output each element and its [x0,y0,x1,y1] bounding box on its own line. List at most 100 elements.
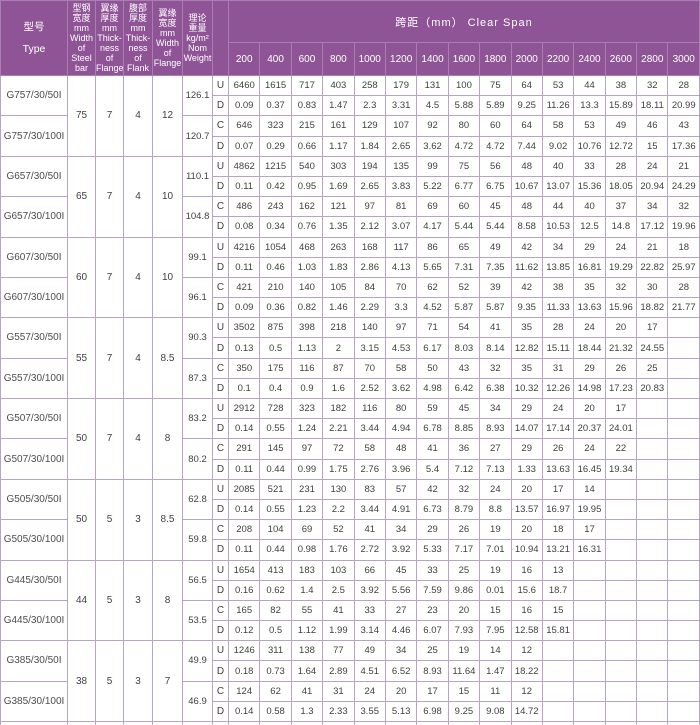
value-cell [667,519,700,541]
value-cell: 1.4 [290,579,324,601]
data-row: D 0.18 0.73 1.64 2.89 4.51 6.52 8.93 11.64 1.47 18… [1,660,700,682]
header-letter-spacer [212,0,229,76]
dim-cell-3: 8.5 [152,317,183,399]
weight-cell: 49.9 [182,640,213,682]
value-cell: 6.77 [447,175,481,198]
data-row: G607/30/50I 60 7 4 10 99.1 U 4216 1054 468 263 168 1… [0,236,700,319]
value-cell [604,680,638,702]
value-cell: 0.98 [290,539,324,561]
dim-cell-1: 5 [95,559,124,642]
value-cell: 4.91 [384,498,418,521]
value-cell [636,539,669,561]
value-cell: 7.59 [416,579,449,601]
value-cell: 69 [290,519,324,541]
value-cell: 107 [384,115,418,137]
value-cell: 80 [384,397,418,420]
value-cell: 3.44 [353,418,386,440]
value-cell: 243 [259,196,292,218]
value-cell: 24.29 [667,175,700,198]
value-cell: 24.55 [636,337,669,359]
row-letter: U [212,640,229,662]
value-cell: 4.98 [416,377,449,400]
value-cell: 24 [541,397,575,420]
value-cell [573,620,606,642]
value-cell: 4.13 [384,256,418,278]
value-cell: 231 [290,478,324,500]
value-cell: 19.29 [604,256,638,278]
value-cell: 10.53 [541,216,575,238]
value-cell: 9.02 [541,135,575,157]
value-cell: 1.84 [353,135,386,157]
value-cell: 10.32 [510,377,543,400]
value-cell: 32 [447,478,481,500]
dim-cell-1: 5 [95,478,124,561]
weight-cell: 56.5 [182,559,213,601]
dim-cell-1: 7 [95,317,124,399]
value-cell: 12.5 [573,216,606,238]
value-cell: 7.35 [479,256,512,278]
dim-cell-3: 12 [152,75,183,157]
row-letter: C [212,276,229,299]
value-cell: 30 [636,276,669,299]
value-cell: 2912 [227,397,261,420]
value-cell: 0.01 [479,579,512,601]
value-cell: 3.83 [384,175,418,198]
dim-cell-1: 7 [95,75,124,157]
value-cell: 14 [573,478,606,500]
value-cell [416,720,449,725]
value-cell: 194 [353,155,386,177]
row-letter: D [212,337,229,359]
value-cell: 86 [416,236,449,258]
value-cell: 10.76 [573,135,606,157]
value-cell: 7.93 [447,620,481,642]
data-row: G657/30/50I 65 7 4 10 110.1 U 4862 1215 540 303 194… [0,155,700,238]
value-cell: 15.89 [604,95,638,117]
dim-cell-0: 65 [67,155,96,238]
value-cell: 12 [510,640,543,662]
value-cell: 2.65 [384,135,418,157]
value-cell [667,498,700,521]
value-cell: 6.73 [416,498,449,521]
value-cell: 9.86 [447,579,481,601]
value-cell: 20.83 [636,377,669,400]
row-letter: D [212,135,229,157]
value-cell: 4862 [227,155,261,177]
value-cell: 19.96 [667,216,700,238]
value-cell [290,720,324,725]
row-letter: C [212,115,229,137]
value-cell: 303 [322,155,355,177]
value-cell: 19.95 [573,498,606,521]
value-cell: 0.83 [290,95,324,117]
row-letter: D [212,579,229,601]
value-cell [667,720,700,725]
value-cell: 1.47 [322,95,355,117]
type-cell: G607/30/100I [0,276,68,319]
value-cell: 18.82 [636,297,669,319]
row-letter: C [212,680,229,702]
value-cell: 29 [573,357,606,379]
value-cell: 105 [322,276,355,299]
span-header-800: 800 [322,42,355,76]
value-cell: 3.62 [384,377,418,400]
span-numbers-row: 200 400 600 800 1000 1200 1400 1600 1800 2000 2200… [1,42,700,76]
value-cell: 16 [510,599,543,622]
value-cell: 17 [541,478,575,500]
dim-cell-2: 3 [123,559,153,642]
value-cell: 13.3 [573,95,606,117]
data-row: G557/30/100I 87.3 C 350 175 116 87 70 58 50 43 32 35… [0,357,700,400]
value-cell: 131 [416,74,449,97]
value-cell: 66 [353,559,386,581]
value-cell [667,559,700,581]
value-cell: 32 [604,276,638,299]
dim-cell-1: 7 [95,155,124,238]
value-cell: 5.89 [479,95,512,117]
value-cell: 4.94 [384,418,418,440]
value-cell: 34 [384,519,418,541]
span-header-1800: 1800 [479,42,512,76]
value-cell [636,397,669,420]
value-cell: 17 [416,680,449,702]
value-cell [541,720,575,725]
value-cell: 19.34 [604,458,638,480]
value-cell: 0.11 [227,175,261,198]
value-cell [604,599,638,622]
